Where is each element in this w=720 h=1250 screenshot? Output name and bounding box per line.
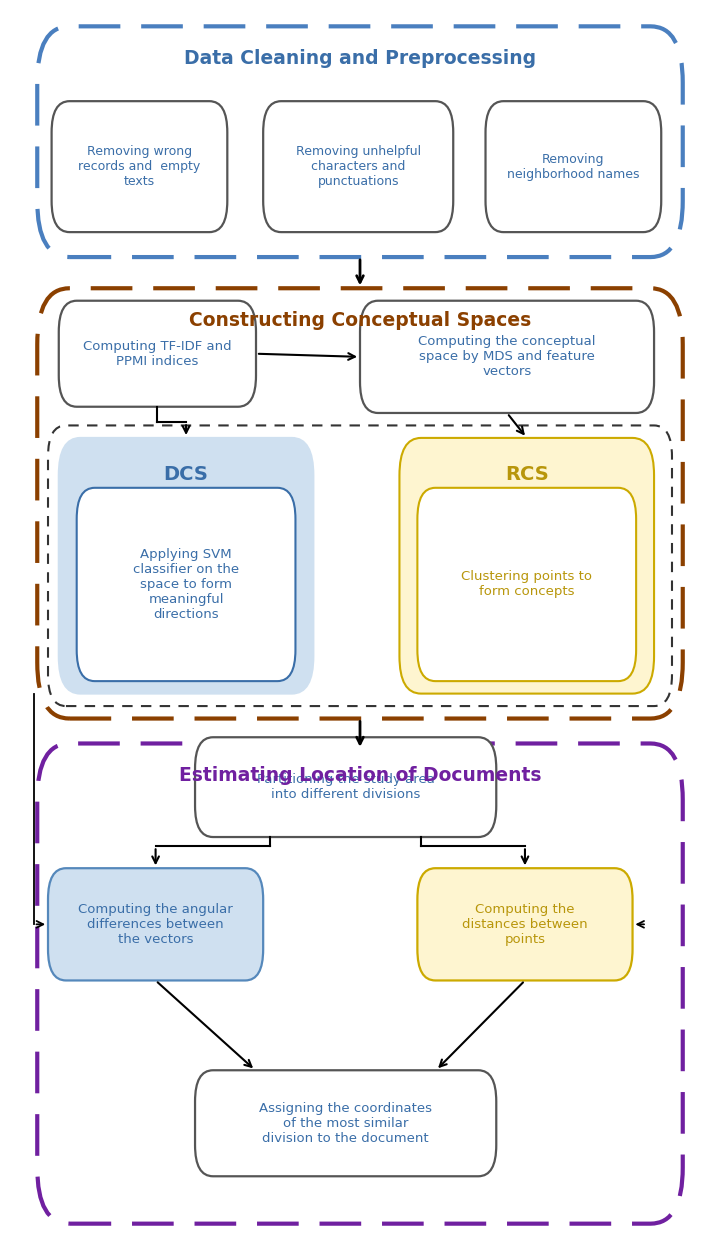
Text: Computing the angular
differences between
the vectors: Computing the angular differences betwee… (78, 902, 233, 946)
FancyBboxPatch shape (418, 869, 633, 980)
FancyBboxPatch shape (77, 488, 295, 681)
Text: Removing unhelpful
characters and
punctuations: Removing unhelpful characters and punctu… (296, 145, 420, 189)
FancyBboxPatch shape (400, 438, 654, 694)
Text: DCS: DCS (163, 465, 209, 484)
Text: Removing
neighborhood names: Removing neighborhood names (507, 152, 639, 181)
FancyBboxPatch shape (195, 1070, 496, 1176)
FancyBboxPatch shape (52, 101, 228, 232)
FancyBboxPatch shape (59, 438, 313, 694)
FancyBboxPatch shape (418, 488, 636, 681)
Text: Computing the conceptual
space by MDS and feature
vectors: Computing the conceptual space by MDS an… (418, 335, 595, 379)
FancyBboxPatch shape (360, 301, 654, 412)
FancyBboxPatch shape (485, 101, 661, 232)
Text: Removing wrong
records and  empty
texts: Removing wrong records and empty texts (78, 145, 201, 189)
Text: Computing TF-IDF and
PPMI indices: Computing TF-IDF and PPMI indices (83, 340, 232, 367)
FancyBboxPatch shape (264, 101, 453, 232)
Text: Assigning the coordinates
of the most similar
division to the document: Assigning the coordinates of the most si… (259, 1101, 432, 1145)
FancyBboxPatch shape (48, 869, 264, 980)
Text: Constructing Conceptual Spaces: Constructing Conceptual Spaces (189, 311, 531, 330)
Text: Data Cleaning and Preprocessing: Data Cleaning and Preprocessing (184, 49, 536, 68)
FancyBboxPatch shape (195, 738, 496, 838)
Text: Applying SVM
classifier on the
space to form
meaningful
directions: Applying SVM classifier on the space to … (133, 548, 239, 621)
Text: Clustering points to
form concepts: Clustering points to form concepts (462, 570, 593, 599)
Text: Partitioning the study area
into different divisions: Partitioning the study area into differe… (257, 774, 435, 801)
FancyBboxPatch shape (59, 301, 256, 406)
Text: Computing the
distances between
points: Computing the distances between points (462, 902, 588, 946)
Text: Estimating Location of Documents: Estimating Location of Documents (179, 766, 541, 785)
Text: RCS: RCS (505, 465, 549, 484)
